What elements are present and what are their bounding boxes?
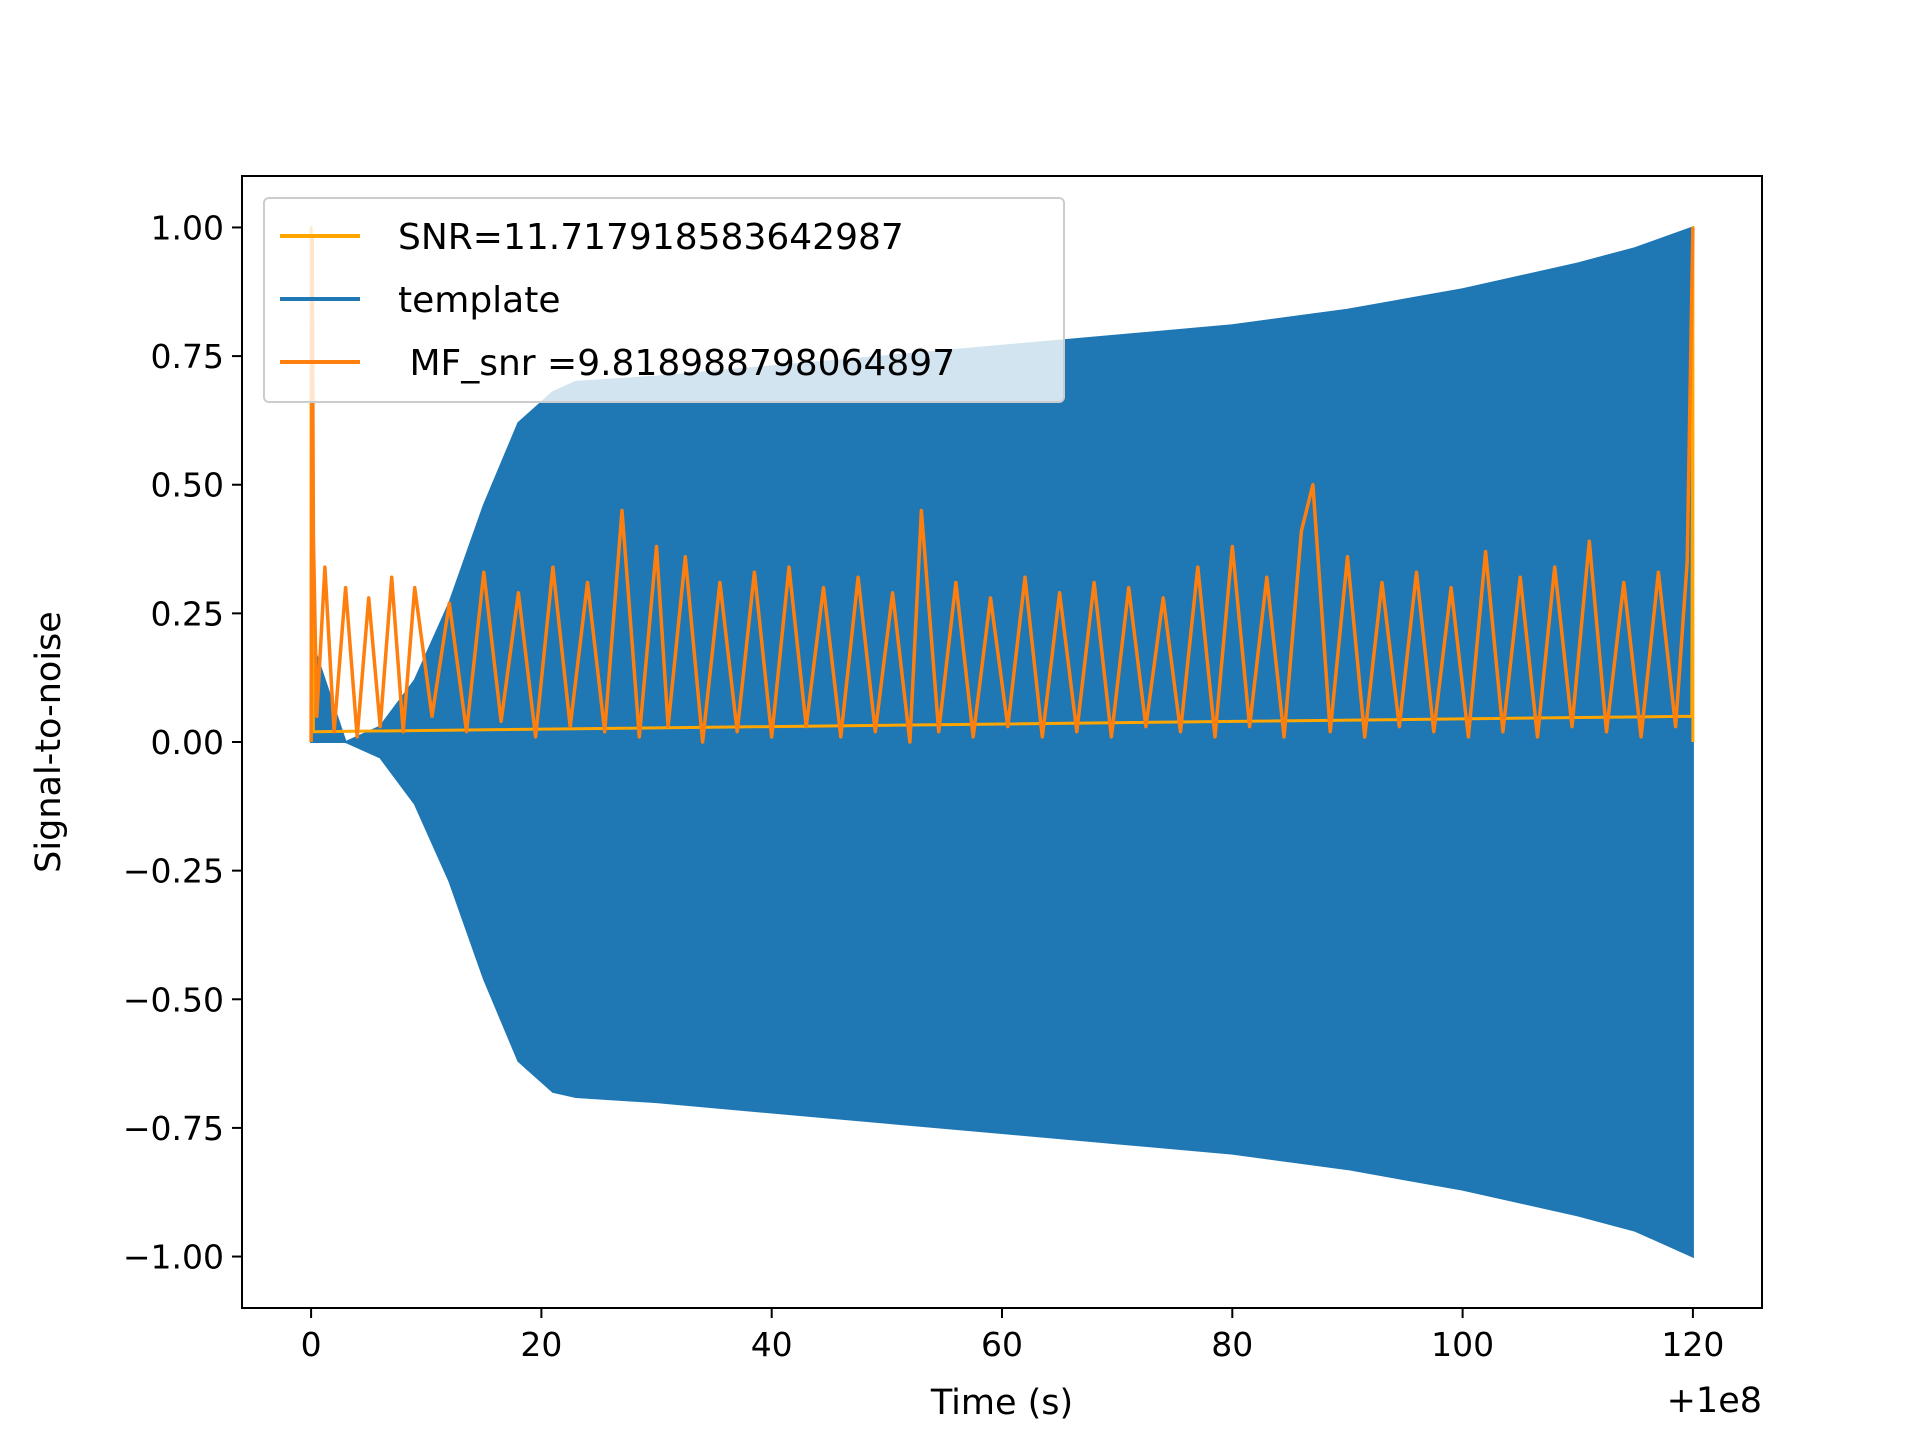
x-axis: 0 20 40 60 80 100 120 xyxy=(301,1308,1724,1364)
legend-label-template: template xyxy=(398,280,561,321)
y-tick-label: −0.75 xyxy=(123,1109,224,1148)
y-tick-label: 1.00 xyxy=(151,208,224,247)
y-tick-label: −1.00 xyxy=(123,1238,224,1277)
y-tick-label: −0.25 xyxy=(123,852,224,891)
x-tick-label: 20 xyxy=(520,1325,562,1364)
legend-box xyxy=(263,197,1065,403)
plot-area xyxy=(309,226,1695,1259)
legend-label-snr: SNR=11.717918583642987 xyxy=(398,217,904,258)
y-tick-label: 0.00 xyxy=(151,723,224,762)
x-tick-label: 0 xyxy=(301,1325,322,1364)
legend: SNR=11.717918583642987 template MF_snr =… xyxy=(263,197,1065,403)
series-mf-snr xyxy=(309,227,1695,744)
y-axis-title: Signal-to-noise xyxy=(29,611,69,873)
y-tick-label: −0.50 xyxy=(123,980,224,1019)
y-axis: 1.00 0.75 0.50 0.25 0.00 −0.25 −0.50 −0.75 −1.00 xyxy=(123,208,242,1277)
x-tick-label: 120 xyxy=(1661,1325,1724,1364)
y-tick-label: 0.25 xyxy=(151,594,224,633)
x-tick-label: 80 xyxy=(1211,1325,1253,1364)
x-tick-label: 40 xyxy=(751,1325,793,1364)
y-tick-label: 0.75 xyxy=(151,337,224,376)
x-axis-title: Time (s) xyxy=(930,1383,1073,1423)
x-tick-label: 60 xyxy=(981,1325,1023,1364)
x-tick-label: 100 xyxy=(1431,1325,1494,1364)
x-axis-offset-label: +1e8 xyxy=(1667,1381,1762,1421)
y-tick-label: 0.50 xyxy=(151,466,224,505)
legend-label-mf-snr: MF_snr =9.818988798064897 xyxy=(398,343,955,384)
